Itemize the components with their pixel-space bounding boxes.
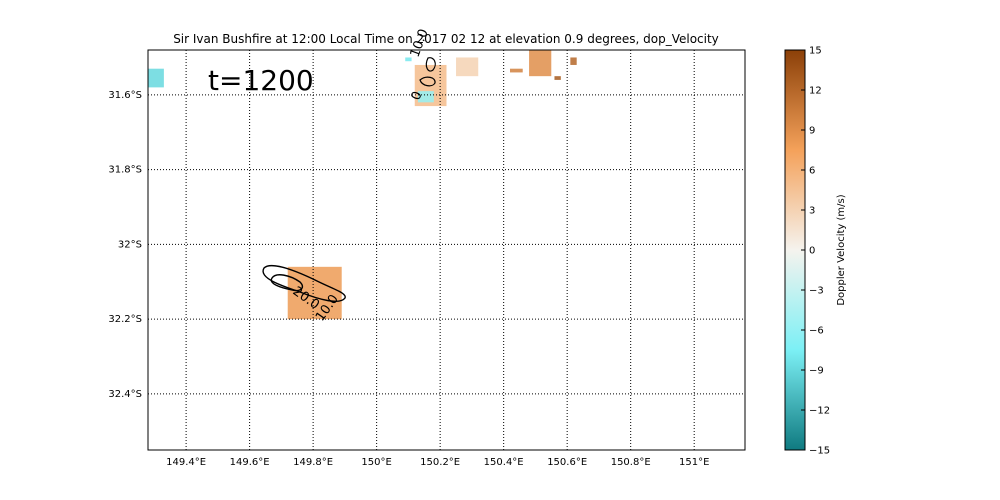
colorbar-tick-label: 6 <box>809 166 815 177</box>
colorbar-tick-label: 0 <box>809 246 815 257</box>
colorbar-tick-label: −9 <box>809 366 824 377</box>
velocity-patch <box>456 57 478 76</box>
x-tick-label: 149.6°E <box>230 457 270 468</box>
y-tick-label: 32.4°S <box>108 389 142 400</box>
time-annotation: t=1200 <box>208 64 314 97</box>
colorbar-tick-label: 15 <box>809 46 822 57</box>
x-axis-ticks: 149.4°E 149.6°E 149.8°E 150°E 150.2°E 150.4°E… <box>166 457 709 468</box>
x-tick-label: 150.2°E <box>420 457 460 468</box>
chart-title: Sir Ivan Bushfire at 12:00 Local Time on… <box>173 32 719 46</box>
y-tick-label: 32.2°S <box>108 314 142 325</box>
x-tick-label: 150.6°E <box>547 457 587 468</box>
y-tick-label: 31.8°S <box>108 165 142 176</box>
colorbar-tick-label: −3 <box>809 286 824 297</box>
colorbar: 15 12 9 6 3 0 −3 −6 −9 −12 −15 Doppler Velocity (m… <box>785 46 847 457</box>
colorbar-tick-label: 9 <box>809 126 815 137</box>
colorbar-tick-label: 12 <box>809 86 822 97</box>
x-tick-label: 149.8°E <box>293 457 333 468</box>
colorbar-tick-label: 3 <box>809 206 815 217</box>
plot-background <box>148 50 745 450</box>
velocity-patch <box>554 76 560 80</box>
x-tick-label: 150.8°E <box>611 457 651 468</box>
velocity-patch <box>405 57 411 61</box>
velocity-patch <box>510 69 523 73</box>
colorbar-tick-label: −12 <box>809 406 830 417</box>
x-tick-label: 151°E <box>679 457 709 468</box>
x-tick-label: 149.4°E <box>166 457 206 468</box>
colorbar-tick-label: −15 <box>809 446 830 457</box>
x-tick-label: 150.4°E <box>484 457 524 468</box>
velocity-patch <box>529 50 551 76</box>
colorbar-label: Doppler Velocity (m/s) <box>836 194 847 305</box>
y-axis-ticks: 31.6°S 31.8°S 32°S 32.2°S 32.4°S <box>108 90 142 400</box>
x-tick-label: 150°E <box>361 457 391 468</box>
velocity-patch <box>570 57 576 64</box>
velocity-patch <box>148 69 164 88</box>
y-tick-label: 32°S <box>118 239 142 250</box>
plot-area: 10.0 20.0 10.0 0 t=1200 <box>148 27 745 450</box>
colorbar-tick-label: −6 <box>809 326 824 337</box>
y-tick-label: 31.6°S <box>108 90 142 101</box>
